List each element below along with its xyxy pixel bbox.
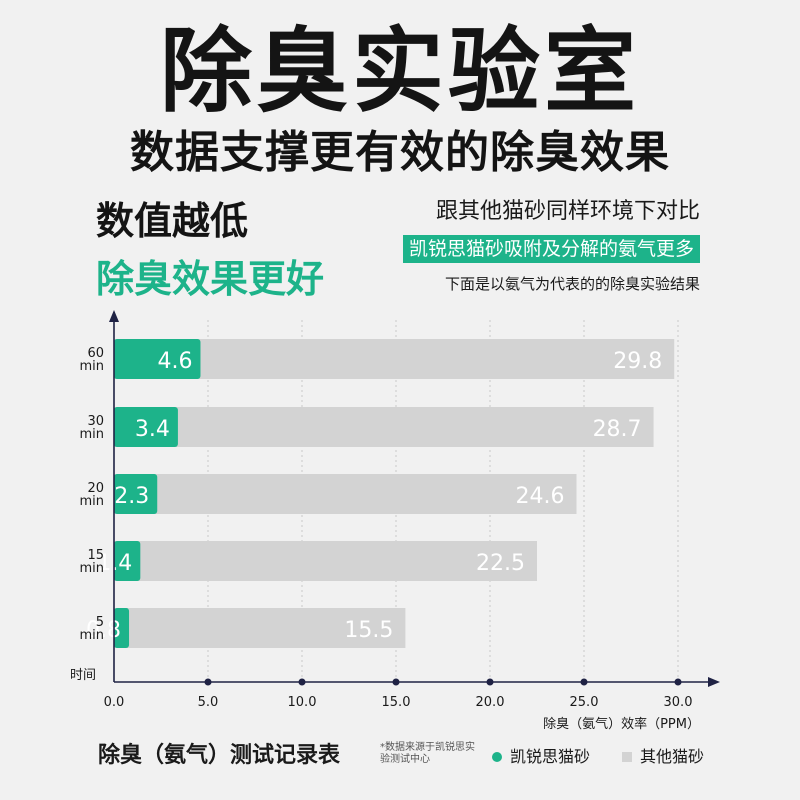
bar-other — [114, 407, 654, 447]
bar-chart: 29.8 4.6 60 min 28.7 3.4 30 min 24.6 2.3 20 min 22.5… — [70, 310, 720, 732]
legend-square-icon — [622, 752, 632, 762]
x-tick-label: 30.0 — [664, 695, 693, 710]
value-label-brand: 0.8 — [86, 618, 121, 643]
value-label-other: 22.5 — [476, 551, 525, 576]
legend-dot-icon — [492, 752, 502, 762]
footer-title: 除臭（氨气）测试记录表 — [98, 743, 341, 768]
x-tick-label: 5.0 — [198, 695, 219, 710]
x-tick-label: 25.0 — [570, 695, 599, 710]
value-label-brand: 2.3 — [114, 484, 149, 509]
value-label-other: 15.5 — [344, 618, 393, 643]
bar-other — [114, 339, 675, 379]
bar-brand — [114, 474, 158, 514]
value-label-other: 29.8 — [613, 349, 662, 374]
value-label-other: 28.7 — [593, 417, 642, 442]
compare-note: 跟其他猫砂同样环境下对比 — [435, 199, 700, 224]
value-label-brand: 1.4 — [97, 551, 132, 576]
highlight-note: 凯锐思猫砂吸附及分解的氨气更多 — [402, 235, 700, 263]
bar-other — [114, 541, 537, 581]
x-tick-dot — [298, 678, 306, 686]
x-tick-label: 20.0 — [476, 695, 505, 710]
tagline-line1: 数值越低 — [96, 199, 249, 243]
x-tick-dot — [674, 678, 682, 686]
bar-brand — [114, 541, 141, 581]
y-axis-arrow-icon — [109, 310, 119, 322]
sub-title: 数据支撑更有效的除臭效果 — [130, 127, 670, 178]
value-label-other: 24.6 — [515, 484, 564, 509]
footnote: *数据来源于凯锐思实验测试中心 — [380, 742, 475, 765]
y-axis-label: 时间 — [70, 668, 96, 683]
x-axis-label: 除臭（氨气）效率（PPM） — [543, 716, 700, 732]
bar-other — [114, 608, 406, 648]
value-label-brand: 4.6 — [157, 349, 192, 374]
legend-item-brand: 凯锐思猫砂 — [492, 746, 590, 768]
bar-brand — [114, 407, 178, 447]
category-label: 30 min — [79, 414, 104, 442]
category-label: 5 min — [79, 615, 104, 643]
main-title: 除臭实验室 — [159, 18, 640, 125]
value-label-brand: 3.4 — [135, 417, 170, 442]
legend-label-other: 其他猫砂 — [640, 747, 705, 766]
category-label: 20 min — [79, 481, 104, 509]
x-tick-dot — [580, 678, 588, 686]
category-label: 60 min — [79, 346, 104, 374]
x-tick-label: 15.0 — [382, 695, 411, 710]
x-axis-arrow-icon — [708, 677, 720, 687]
x-tick-label: 10.0 — [288, 695, 317, 710]
bar-brand — [114, 608, 130, 648]
x-tick-label: 0.0 — [104, 695, 125, 710]
bar-other — [114, 474, 577, 514]
x-tick-dot — [204, 678, 212, 686]
bar-brand — [114, 339, 201, 379]
legend-label-brand: 凯锐思猫砂 — [510, 747, 591, 766]
tagline-line2: 除臭效果更好 — [96, 257, 325, 301]
legend-item-other: 其他猫砂 — [622, 746, 704, 768]
x-tick-dot — [486, 678, 494, 686]
category-label: 15 min — [79, 548, 104, 576]
caption-note: 下面是以氨气为代表的的除臭实验结果 — [444, 275, 700, 293]
x-tick-dot — [392, 678, 400, 686]
